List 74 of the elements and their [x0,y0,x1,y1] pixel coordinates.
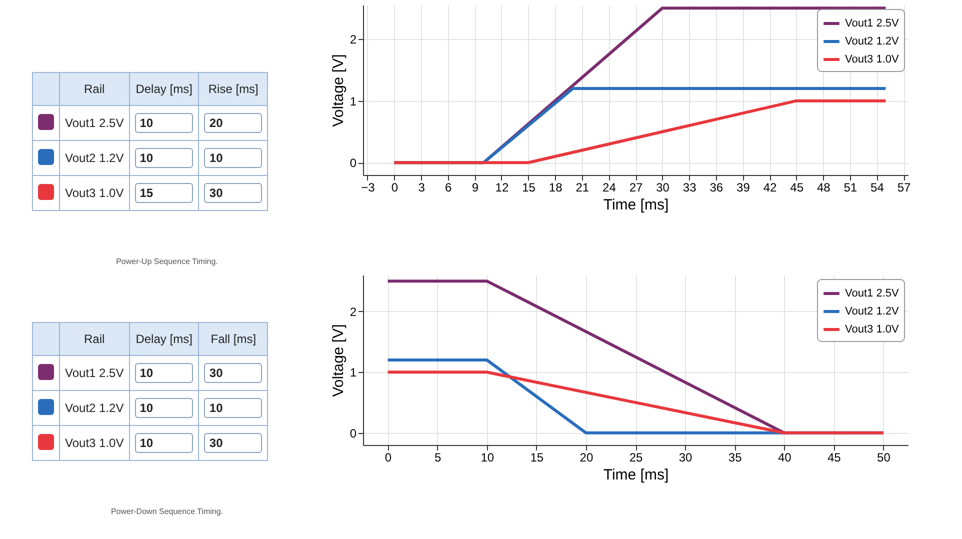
text: Fall [ms] [198,322,268,356]
x-tick-label: 57 [897,180,912,194]
text: Vout2 1.2V [60,390,130,426]
text: Vout1 2.5V [60,106,130,140]
text: Delay [ms] [129,72,199,106]
x-tick-label: 45 [790,180,804,194]
x-tick-label: 15 [522,180,536,194]
y-tick-label: 0 [350,426,357,440]
text: Rail [60,72,130,106]
text-field: 15 [134,183,193,203]
text-field: 10 [134,113,193,133]
y-tick-label: 1 [350,94,357,108]
text-field: 10 [204,148,262,168]
x-axis-title: Time [ms] [603,466,669,484]
y-tick-label: 2 [350,304,357,319]
x-tick-label: 20 [580,450,594,464]
y-tick-label: 0 [350,156,357,170]
x-tick-label: 5 [434,450,442,464]
legend-label: Vout2 1.2V [845,36,900,48]
x-tick-label: 51 [844,180,858,194]
text: Vout3 1.0V [60,426,130,460]
text-field: 20 [204,113,262,133]
x-tick-label: 45 [828,450,842,464]
text-field: 30 [204,433,262,453]
text: Vout2 1.2V [60,140,130,176]
x-tick-label: 18 [548,180,563,194]
text: Vout1 2.5V [60,356,130,390]
x-tick-label: 39 [736,180,750,194]
text-field: 10 [134,148,193,168]
text: Rail [60,322,130,356]
x-tick-label: 0 [391,180,398,194]
y-axis-title: Voltage [V] [330,324,347,397]
x-tick-label: 33 [682,180,697,194]
x-tick-label: 0 [384,450,392,464]
x-tick-label: 6 [445,180,452,194]
text-field: 10 [134,433,193,453]
x-tick-label: 21 [576,180,590,194]
y-axis-title: Voltage [V] [330,54,347,127]
x-tick-label: 27 [629,180,643,194]
x-axis-title: Time [ms] [603,196,669,214]
x-tick-label: 35 [728,450,742,464]
x-tick-label: 30 [656,180,670,194]
text-field: 30 [204,363,262,383]
x-tick-label: 15 [530,450,544,464]
y-tick-label: 2 [350,32,357,46]
x-tick-label: 36 [710,180,724,194]
text-field: 10 [134,363,193,383]
x-tick-label: 48 [816,180,831,194]
text: Rise [ms] [198,72,268,106]
text-field: 10 [134,398,193,418]
text-field: 30 [204,183,262,203]
legend-label: Vout1 2.5V [845,288,900,300]
x-tick-label: 24 [602,180,616,194]
legend-label: Vout2 1.2V [845,306,900,318]
x-tick-label: 40 [778,450,792,464]
x-tick-label: 30 [678,450,693,464]
legend-label: Vout3 1.0V [845,54,900,66]
x-tick-label: 50 [877,450,891,464]
legend-label: Vout1 2.5V [845,18,900,30]
text: Delay [ms] [129,322,199,356]
x-tick-label: 42 [763,180,778,194]
text: Power-Up Sequence Timing. [115,257,219,266]
x-tick-label: 12 [495,180,509,194]
x-tick-label: 54 [870,180,884,194]
y-tick-label: 1 [350,366,357,380]
x-tick-label: 9 [472,180,479,194]
text: Vout3 1.0V [60,176,130,210]
text-field: 10 [204,398,262,418]
x-tick-label: 3 [418,180,426,194]
legend-label: Vout3 1.0V [845,324,900,336]
text: Power-Down Sequence Timing. [110,507,224,516]
x-tick-label: 25 [629,450,643,464]
x-tick-label: 10 [480,450,494,464]
x-tick-label: −3 [361,180,376,194]
